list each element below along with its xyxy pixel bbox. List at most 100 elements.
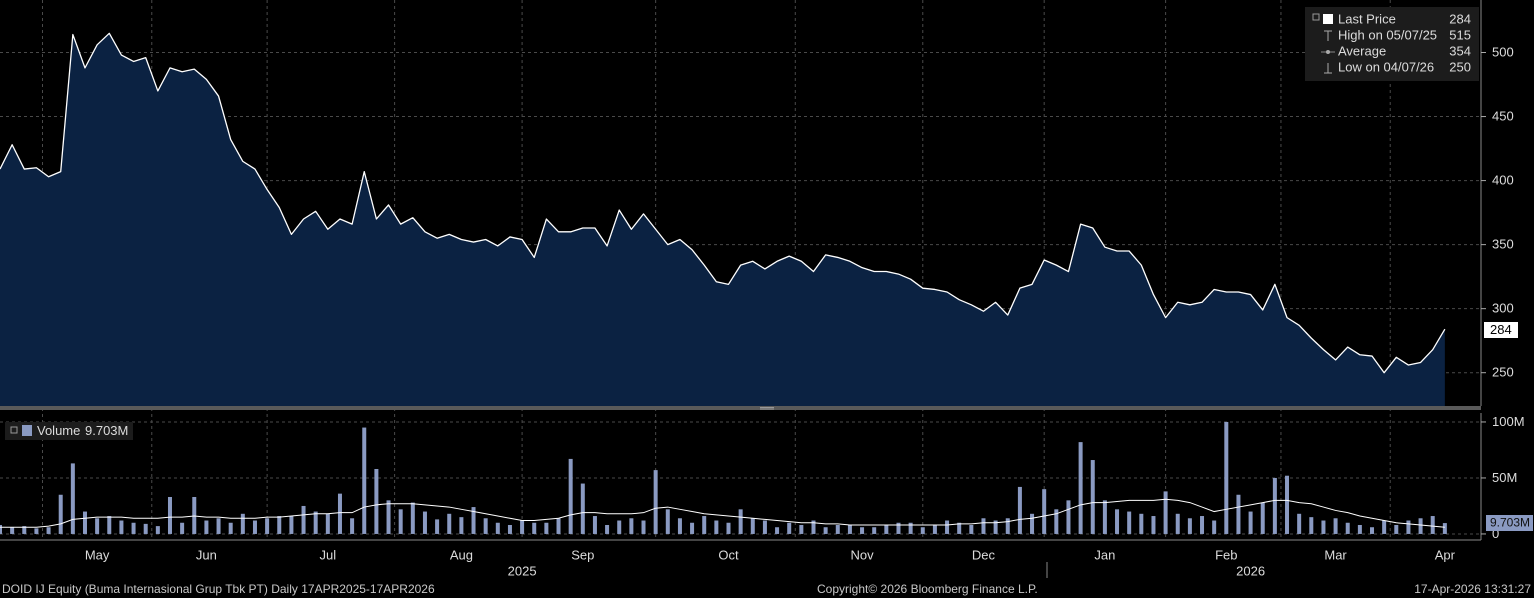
volume-bar	[313, 511, 318, 534]
panel-separator	[0, 406, 1481, 410]
volume-bar	[1066, 500, 1071, 534]
volume-bar	[204, 520, 209, 534]
volume-bar	[762, 520, 767, 534]
volume-bar	[750, 518, 755, 534]
legend-toggle[interactable]	[10, 426, 18, 434]
last-volume-label: 9.703M	[1490, 516, 1530, 530]
volume-bar	[1078, 442, 1083, 534]
legend-label: High on 05/07/25	[1338, 27, 1437, 42]
volume-bar	[362, 427, 367, 534]
volume-bar	[1042, 489, 1047, 534]
volume-bar	[350, 518, 355, 534]
volume-bar	[1127, 511, 1132, 534]
y-tick-label: 0	[1492, 526, 1499, 541]
axis-layer: 250 300 350 400 450 500 0 50M 100M May Jun Jul Aug Se…	[85, 44, 1525, 578]
x-tick-label: Oct	[718, 547, 739, 562]
volume-bar	[580, 483, 585, 534]
volume-bar	[592, 516, 597, 534]
volume-bar	[46, 527, 51, 534]
volume-bar	[908, 522, 913, 534]
y-tick-label: 50M	[1492, 470, 1517, 485]
legend-toggle[interactable]	[1312, 13, 1320, 21]
volume-bar	[301, 505, 306, 534]
volume-bar	[1333, 518, 1338, 534]
volume-bar	[726, 522, 731, 534]
volume-bar	[1406, 520, 1411, 534]
legend-value: 515	[1449, 27, 1471, 42]
volume-bar	[847, 524, 852, 534]
y-tick-label: 450	[1492, 108, 1514, 123]
volume-bar	[532, 522, 537, 534]
legend-icon	[1326, 50, 1330, 54]
volume-bar	[131, 522, 136, 534]
volume-bar	[714, 520, 719, 534]
x-tick-label: Jun	[196, 547, 217, 562]
year-label: 2025	[508, 563, 537, 578]
volume-bar	[1442, 523, 1447, 534]
price-legend-box	[1305, 7, 1479, 81]
x-tick-label: Mar	[1324, 547, 1347, 562]
last-volume-box	[1486, 515, 1533, 531]
x-tick-label: Sep	[571, 547, 594, 562]
volume-bar	[520, 520, 525, 534]
volume-bar	[932, 524, 937, 534]
volume-bar	[1115, 509, 1120, 534]
y-tick-label: 500	[1492, 44, 1514, 59]
volume-bar	[507, 524, 512, 534]
volume-bar	[155, 526, 160, 534]
volume-bar	[1139, 513, 1144, 534]
timestamp: 17-Apr-2026 13:31:27	[1414, 582, 1531, 596]
x-tick-label: Nov	[850, 547, 874, 562]
volume-bar	[1005, 518, 1010, 534]
volume-bar	[471, 507, 476, 534]
volume-bar	[1370, 527, 1375, 534]
volume-bar	[544, 522, 549, 534]
x-tick-label: Dec	[972, 547, 996, 562]
volume-bar	[143, 523, 148, 534]
legend-swatch	[1323, 14, 1333, 24]
legend-swatch	[22, 425, 32, 436]
volume-bar	[1187, 518, 1192, 534]
volume-bar	[884, 524, 889, 534]
volume-bar	[337, 493, 342, 534]
volume-bar	[495, 522, 500, 534]
volume-bar	[690, 522, 695, 534]
volume-bar	[374, 468, 379, 534]
x-tick-label: Jul	[320, 547, 337, 562]
volume-bar	[920, 527, 925, 534]
volume-bar	[835, 524, 840, 534]
volume-bar	[216, 518, 221, 534]
volume-bar	[787, 522, 792, 534]
volume-bar	[811, 520, 816, 534]
volume-bar	[107, 516, 112, 534]
volume-bar	[1430, 516, 1435, 534]
volume-bar	[240, 513, 245, 534]
y-tick-label: 300	[1492, 301, 1514, 316]
volume-bar	[180, 522, 185, 534]
volume-bar	[1054, 509, 1059, 534]
volume-bar	[265, 518, 270, 534]
volume-bar	[1418, 518, 1423, 534]
volume-bar	[10, 527, 15, 534]
volume-bar	[1285, 475, 1290, 534]
volume-bar	[653, 470, 658, 534]
volume-bar	[459, 517, 464, 534]
x-tick-label: Feb	[1215, 547, 1237, 562]
volume-bar	[568, 458, 573, 534]
volume-bar	[34, 528, 39, 534]
volume-bar	[556, 518, 561, 534]
volume-bar	[738, 509, 743, 534]
volume-bar	[641, 520, 646, 534]
volume-bar	[435, 519, 440, 534]
volume-bar	[1030, 513, 1035, 534]
last-price-label: 284	[1490, 322, 1512, 337]
volume-bar	[1260, 502, 1265, 534]
volume-bar	[1224, 421, 1229, 534]
legend-label: Average	[1338, 43, 1386, 58]
x-tick-label: Aug	[450, 547, 473, 562]
volume-bar	[629, 518, 634, 534]
volume-bar	[1163, 491, 1168, 534]
volume-bar	[58, 494, 63, 534]
